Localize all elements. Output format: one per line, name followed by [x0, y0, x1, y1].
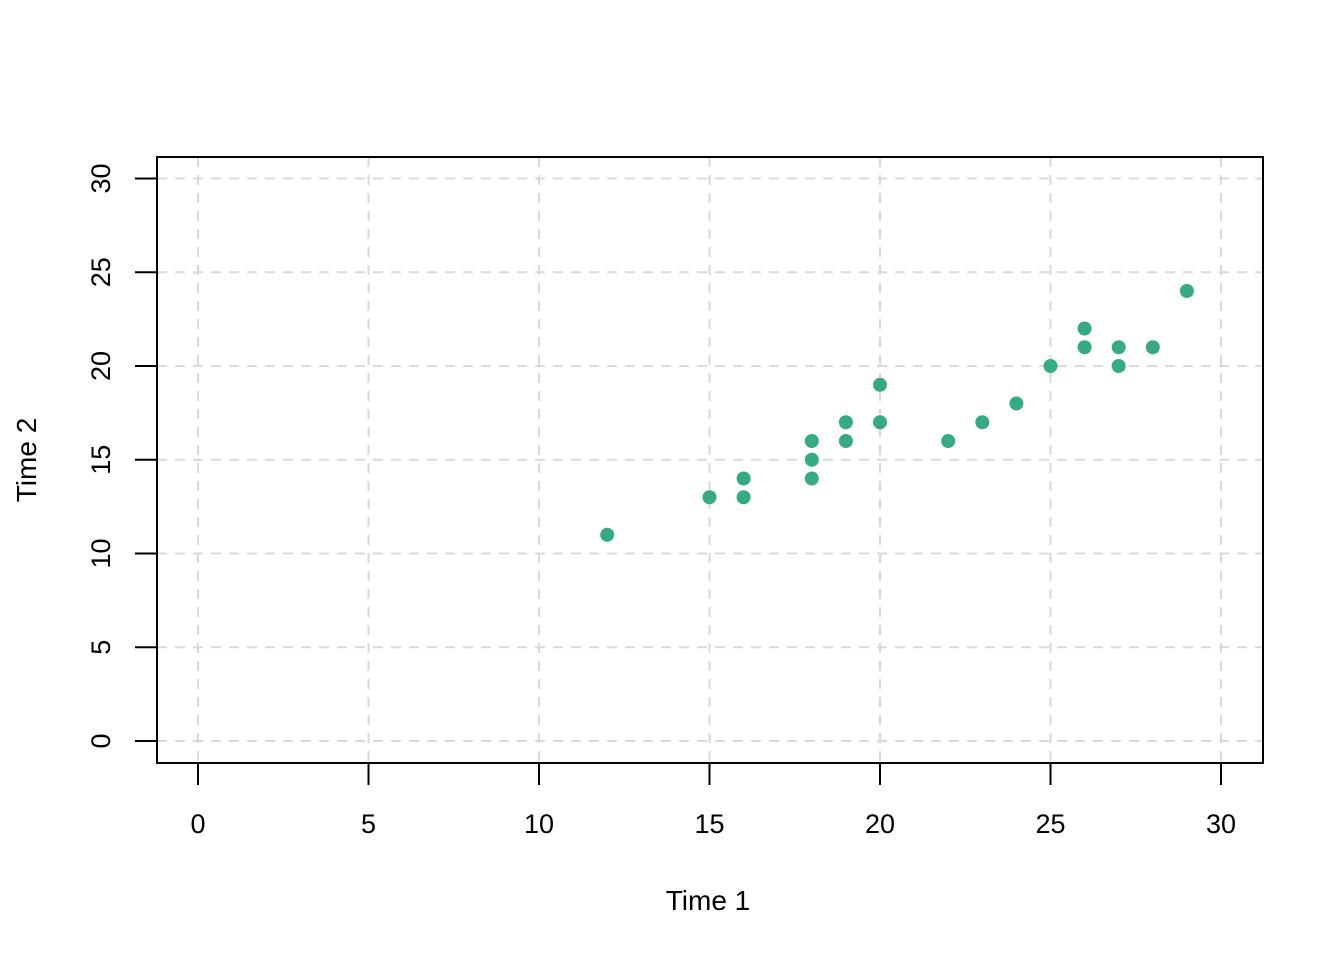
- data-point: [1179, 284, 1194, 298]
- y-tick-label: 5: [86, 640, 116, 655]
- data-point: [1111, 359, 1126, 373]
- data-point: [1077, 321, 1092, 336]
- data-point: [736, 490, 751, 505]
- y-tick-label: 0: [86, 733, 116, 748]
- data-point: [838, 434, 853, 448]
- data-point: [838, 415, 853, 430]
- x-tick-label: 20: [865, 809, 895, 839]
- data-point: [873, 415, 887, 430]
- data-point: [702, 490, 717, 505]
- data-point: [1077, 340, 1092, 355]
- y-tick-label: 25: [86, 257, 116, 287]
- x-axis-title: Time 1: [666, 885, 751, 916]
- data-point: [736, 471, 751, 486]
- y-tick-label: 30: [86, 163, 116, 193]
- axes: 0 5 10 15 20 25 30 0 5 10 15 20 25 30: [86, 163, 1236, 839]
- data-point: [873, 377, 887, 392]
- data-point: [804, 471, 819, 486]
- data-point: [804, 434, 819, 448]
- data-point: [1043, 359, 1058, 373]
- data-point: [1111, 340, 1126, 355]
- grid: [157, 157, 1263, 763]
- x-tick-label: 10: [524, 809, 554, 839]
- y-tick-label: 15: [86, 445, 116, 475]
- x-tick-label: 25: [1035, 809, 1065, 839]
- y-axis-title: Time 2: [11, 418, 42, 503]
- y-tick-label: 20: [86, 351, 116, 381]
- data-point: [975, 415, 990, 430]
- data-point: [1009, 396, 1024, 411]
- data-point: [941, 434, 956, 448]
- y-tick-label: 10: [86, 538, 116, 568]
- data-point: [600, 527, 615, 542]
- data-point: [1145, 340, 1160, 355]
- x-tick-label: 15: [694, 809, 724, 839]
- data-points: [600, 284, 1194, 542]
- x-tick-label: 5: [361, 809, 376, 839]
- data-point: [804, 452, 819, 467]
- x-tick-label: 0: [190, 809, 205, 839]
- x-tick-label: 30: [1206, 809, 1236, 839]
